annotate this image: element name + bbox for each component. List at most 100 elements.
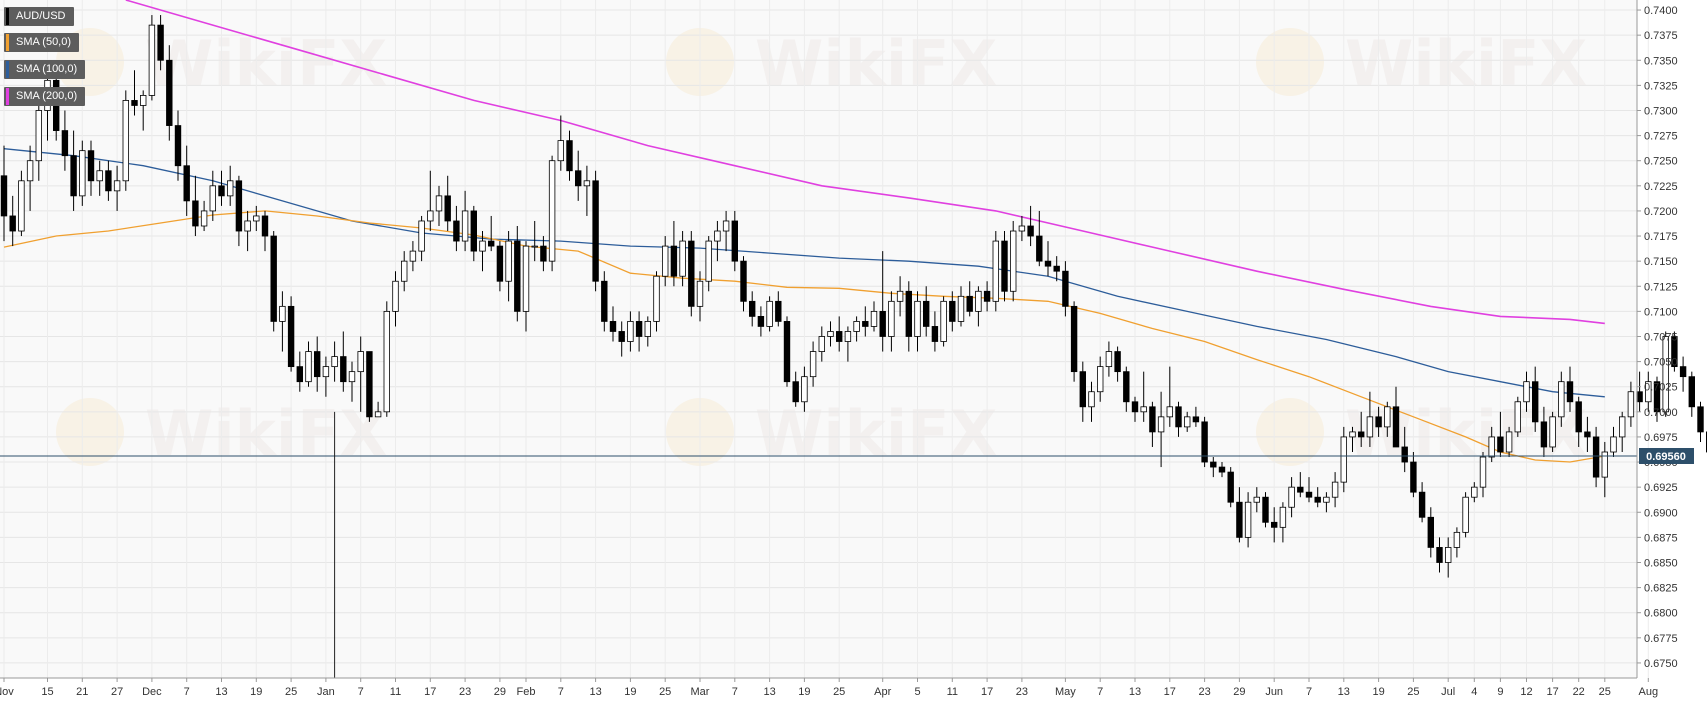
candle-body-up: [226, 180, 234, 197]
y-tick-label: 0.7150: [1644, 256, 1678, 268]
candle: [148, 15, 156, 101]
candle-body-down: [1001, 240, 1008, 292]
candle-body-down: [1358, 431, 1365, 438]
candle: [1079, 361, 1086, 422]
watermark-logo-icon: [1256, 398, 1324, 466]
current-price-tag: 0.69560: [1639, 448, 1694, 464]
candle-body-up: [583, 180, 591, 187]
x-tick-label: 21: [76, 686, 88, 698]
legend-item-sma-50[interactable]: SMA (50,0): [4, 33, 80, 52]
y-tick-label: 0.7100: [1644, 306, 1678, 318]
candle-body-down: [1079, 371, 1086, 408]
candle-body-up: [1088, 391, 1095, 408]
candle-body-down: [1540, 421, 1548, 448]
x-tick-label: 7: [1306, 686, 1312, 698]
candle-body-down: [1175, 406, 1182, 428]
candle: [487, 215, 495, 252]
candle-body-up: [479, 240, 486, 252]
candle: [870, 301, 878, 332]
candle: [818, 326, 825, 362]
candle-body-up: [122, 100, 129, 182]
candle: [1010, 220, 1017, 302]
candle-body-down: [174, 125, 182, 167]
candle: [1514, 396, 1521, 437]
candle: [392, 271, 399, 327]
watermark-text: WikiFX: [145, 397, 387, 470]
candle-body-up: [1184, 416, 1191, 428]
x-tick-label: 7: [1097, 686, 1103, 698]
candle: [1410, 452, 1417, 498]
candle-body-down: [1566, 381, 1574, 403]
candle: [253, 205, 260, 232]
candle: [1349, 426, 1356, 452]
candle: [514, 226, 521, 322]
candle: [1131, 396, 1139, 422]
y-tick-label: 0.7325: [1644, 80, 1678, 92]
candle-body-down: [836, 331, 843, 342]
candle: [1418, 482, 1426, 523]
candle-body-down: [514, 240, 521, 312]
candle-body-down: [166, 59, 173, 126]
candle-body-up: [992, 240, 999, 302]
candle-body-down: [923, 300, 930, 327]
candle: [70, 130, 77, 211]
y-tick-label: 0.7350: [1644, 55, 1678, 67]
candle: [244, 210, 251, 252]
candle: [1375, 406, 1382, 437]
x-tick-label: 17: [424, 686, 436, 698]
candle: [1175, 401, 1182, 437]
candle: [627, 311, 634, 352]
candle-body-down: [609, 321, 617, 332]
candle-body-up: [357, 351, 364, 373]
x-tick-label: 17: [981, 686, 993, 698]
candle: [583, 165, 591, 216]
candle-body-down: [731, 220, 738, 262]
candle: [357, 336, 364, 412]
candle: [0, 145, 8, 242]
x-tick-label: 29: [494, 686, 506, 698]
current-price-tag-background: [1639, 448, 1694, 464]
x-tick-label: 13: [763, 686, 775, 698]
x-tick-label: 11: [390, 686, 401, 698]
legend-item-aud-usd[interactable]: AUD/USD: [4, 7, 74, 26]
candle-body-up: [1627, 391, 1635, 418]
candle-body-up: [1601, 451, 1608, 478]
candle-body-down: [1070, 305, 1078, 373]
x-tick-label: Nov: [0, 686, 14, 698]
candle-body-down: [192, 200, 199, 227]
candle-body-down: [270, 235, 277, 322]
candle-body-down: [1227, 471, 1234, 503]
candle: [331, 341, 338, 382]
y-tick-label: 0.6925: [1644, 482, 1678, 494]
candle-body-down: [1427, 516, 1434, 548]
x-tick-label: Jun: [1265, 686, 1283, 698]
legend-item-sma-100[interactable]: SMA (100,0): [4, 60, 86, 79]
current-price-label: 0.69560: [1646, 451, 1686, 463]
candle: [1123, 366, 1130, 412]
x-tick-label: 13: [589, 686, 601, 698]
candle-body-up: [1288, 486, 1295, 508]
candle: [1610, 426, 1617, 458]
candle-body-down: [1131, 401, 1139, 413]
candle: [1523, 371, 1530, 412]
candle-body-down: [131, 100, 138, 106]
candle: [1001, 231, 1008, 302]
candle-body-down: [931, 326, 939, 342]
candle-body-up: [1505, 431, 1513, 453]
candle-body-down: [905, 290, 912, 337]
x-tick-label: Mar: [691, 686, 710, 698]
candle: [575, 150, 582, 201]
candle-body-down: [1592, 436, 1600, 478]
candle: [662, 236, 669, 287]
watermark-text: WikiFX: [755, 27, 997, 100]
candle: [1575, 396, 1582, 447]
candle-body-down: [1392, 406, 1400, 448]
candle: [261, 210, 269, 252]
y-tick-label: 0.6975: [1644, 432, 1678, 444]
candle-body-down: [157, 24, 164, 61]
legend-item-sma-200[interactable]: SMA (200,0): [4, 87, 86, 106]
candle-body-up: [1010, 230, 1017, 292]
candle: [505, 231, 512, 302]
x-tick-label: 23: [1016, 686, 1028, 698]
y-tick-label: 0.6900: [1644, 507, 1678, 519]
